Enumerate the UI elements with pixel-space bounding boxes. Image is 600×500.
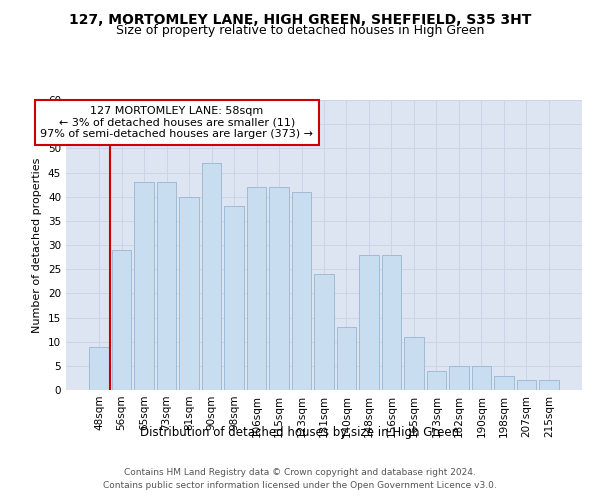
Bar [269, 187, 289, 390]
Bar [337, 327, 356, 390]
Bar [292, 192, 311, 390]
Bar [427, 370, 446, 390]
Bar [134, 182, 154, 390]
Bar [247, 187, 266, 390]
Bar [179, 196, 199, 390]
Bar [314, 274, 334, 390]
Text: Distribution of detached houses by size in High Green: Distribution of detached houses by size … [140, 426, 460, 439]
Bar [224, 206, 244, 390]
Bar [202, 163, 221, 390]
Bar [449, 366, 469, 390]
Bar [517, 380, 536, 390]
Bar [539, 380, 559, 390]
Bar [494, 376, 514, 390]
Bar [112, 250, 131, 390]
Bar [89, 346, 109, 390]
Text: Contains HM Land Registry data © Crown copyright and database right 2024.
Contai: Contains HM Land Registry data © Crown c… [103, 468, 497, 490]
Bar [157, 182, 176, 390]
Text: 127, MORTOMLEY LANE, HIGH GREEN, SHEFFIELD, S35 3HT: 127, MORTOMLEY LANE, HIGH GREEN, SHEFFIE… [69, 12, 531, 26]
Bar [404, 337, 424, 390]
Text: Size of property relative to detached houses in High Green: Size of property relative to detached ho… [116, 24, 484, 37]
Bar [359, 254, 379, 390]
Bar [382, 254, 401, 390]
Bar [472, 366, 491, 390]
Text: 127 MORTOMLEY LANE: 58sqm
← 3% of detached houses are smaller (11)
97% of semi-d: 127 MORTOMLEY LANE: 58sqm ← 3% of detach… [40, 106, 313, 139]
Y-axis label: Number of detached properties: Number of detached properties [32, 158, 43, 332]
